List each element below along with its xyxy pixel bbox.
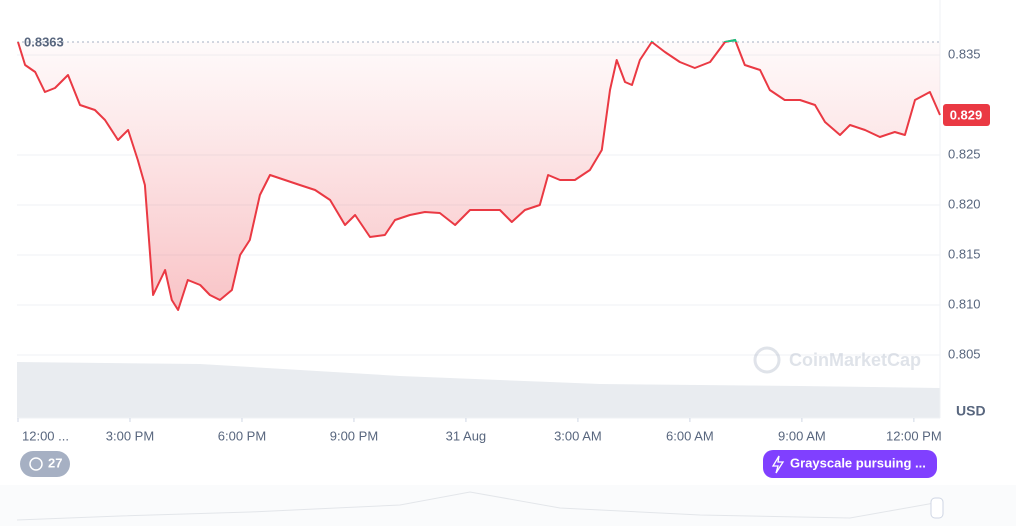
event-text: Grayscale pursuing ... xyxy=(790,455,926,470)
area-fill xyxy=(18,40,940,310)
watermark-text: CoinMarketCap xyxy=(789,350,921,370)
watermark: CoinMarketCap xyxy=(753,346,921,374)
event-button[interactable]: Grayscale pursuing ... xyxy=(763,450,937,478)
event-count: 27 xyxy=(48,455,62,470)
last-price-badge xyxy=(943,104,990,126)
x-tick-label: 6:00 PM xyxy=(218,428,266,443)
volume-band xyxy=(17,362,940,418)
x-tick-label: 9:00 AM xyxy=(778,428,826,443)
event-chip[interactable]: 27 xyxy=(20,451,70,477)
last-price-label: 0.829 xyxy=(950,107,983,122)
y-tick-label: 0.825 xyxy=(948,146,981,161)
reference-label: 0.8363 xyxy=(24,34,64,49)
y-tick-label: 0.820 xyxy=(948,196,981,211)
x-tick-label: 9:00 PM xyxy=(330,428,378,443)
y-tick-label: 0.835 xyxy=(948,46,981,61)
navigator-line xyxy=(16,491,941,521)
x-tick-label: 31 Aug xyxy=(446,428,487,443)
y-tick-label: 0.805 xyxy=(948,346,981,361)
x-tick-label: 12:00 ... xyxy=(22,428,69,443)
navigator xyxy=(0,485,1016,526)
x-tick-label: 3:00 AM xyxy=(554,428,602,443)
x-tick-label: 12:00 PM xyxy=(886,428,942,443)
y-tick-label: 0.815 xyxy=(948,246,981,261)
x-tick-label: 6:00 AM xyxy=(666,428,714,443)
y-tick-label: 0.810 xyxy=(948,296,981,311)
price-line xyxy=(17,39,941,311)
currency-label: USD xyxy=(956,403,986,419)
x-tick-label: 3:00 PM xyxy=(106,428,154,443)
navigator-handle[interactable] xyxy=(930,497,944,519)
